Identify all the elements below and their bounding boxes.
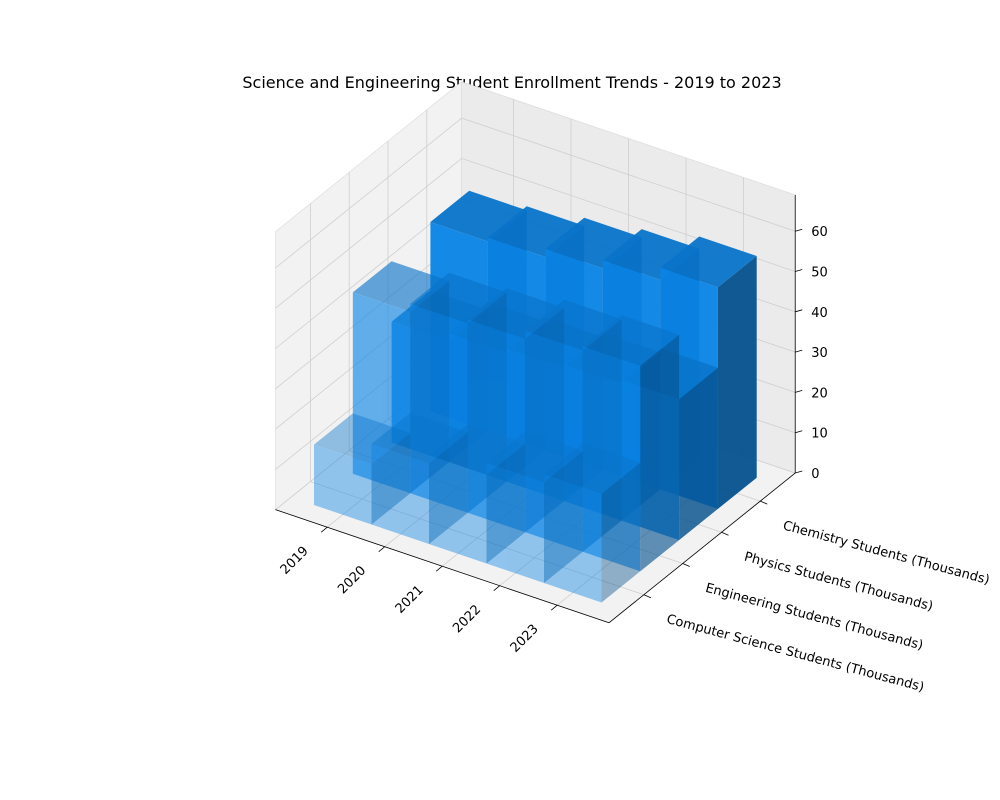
bar-front-face (314, 444, 372, 525)
y-axis-line (608, 472, 796, 624)
y-tick-mark (760, 500, 768, 505)
z-tick-mark (795, 309, 803, 313)
y-tick-mark (682, 563, 690, 567)
bar-side-face (679, 367, 718, 541)
y-tick-mark (643, 594, 652, 599)
bar-front-face (582, 346, 641, 572)
z-tick-label: 40 (811, 306, 828, 321)
x-tick-mark (435, 565, 443, 572)
y-tick-label: Computer Science Students (Thousands) (665, 612, 926, 695)
bar-top-face (371, 412, 468, 464)
bar-front-face (410, 303, 468, 513)
bar-2022-series-0 (486, 431, 583, 583)
bar-front-face (352, 292, 411, 494)
z-tick-label: 60 (811, 225, 828, 240)
bar-top-face (582, 315, 680, 366)
x-tick-label: 2022 (450, 602, 484, 636)
bar-top-face (660, 236, 757, 288)
bar-side-face (601, 462, 641, 603)
z-tick-mark (795, 430, 803, 434)
x-tick-label: 2019 (278, 544, 312, 578)
bar-top-face (429, 424, 526, 475)
bar-top-face (314, 413, 411, 465)
z-tick-label: 10 (811, 427, 828, 442)
z-tick-mark (795, 390, 803, 393)
x-tick-label: 2020 (335, 563, 369, 597)
bar-2023-series-1 (582, 315, 680, 572)
x-tick-mark (550, 604, 558, 611)
bar-2019-series-0 (314, 413, 411, 525)
z-tick-label: 50 (811, 266, 828, 281)
z-tick-label: 30 (811, 346, 828, 361)
bar-side-face (429, 432, 468, 544)
z-tick-mark (795, 269, 803, 272)
z-tick-label: 0 (811, 467, 819, 482)
bar-2021-series-0 (429, 424, 526, 564)
bar-top-face (486, 431, 583, 483)
y-gridline (309, 203, 645, 596)
bar-2023-series-0 (544, 443, 641, 603)
z-tick-mark (795, 349, 803, 353)
chart-title: Science and Engineering Student Enrollme… (242, 73, 781, 92)
bar-front-face (486, 462, 544, 583)
x-tick-mark (493, 585, 500, 592)
z-tick-mark (795, 228, 803, 232)
bar-side-face (544, 451, 583, 583)
bar-front-face (371, 443, 429, 544)
z-gridline (275, 117, 796, 269)
axis-ticks (275, 194, 803, 624)
x-tick-label: 2023 (508, 622, 542, 656)
x-tick-mark (320, 526, 328, 533)
bar-side-face (371, 432, 411, 525)
bar-side-face (640, 334, 680, 572)
x-tick-label: 2021 (393, 583, 427, 617)
bar-front-face (429, 455, 487, 564)
bar-top-face (544, 443, 641, 494)
bar-side-face (717, 256, 757, 509)
z-tick-mark (795, 470, 803, 474)
bar-front-face (467, 319, 526, 533)
bar-side-face (486, 443, 526, 564)
bar-2020-series-0 (371, 412, 468, 544)
bar-front-face (544, 474, 602, 603)
y-tick-mark (721, 531, 729, 536)
z-tick-label: 20 (811, 386, 828, 401)
bars (314, 190, 757, 603)
bar-front-face (525, 330, 583, 552)
z-gridline (275, 157, 796, 309)
x-tick-mark (378, 546, 385, 553)
